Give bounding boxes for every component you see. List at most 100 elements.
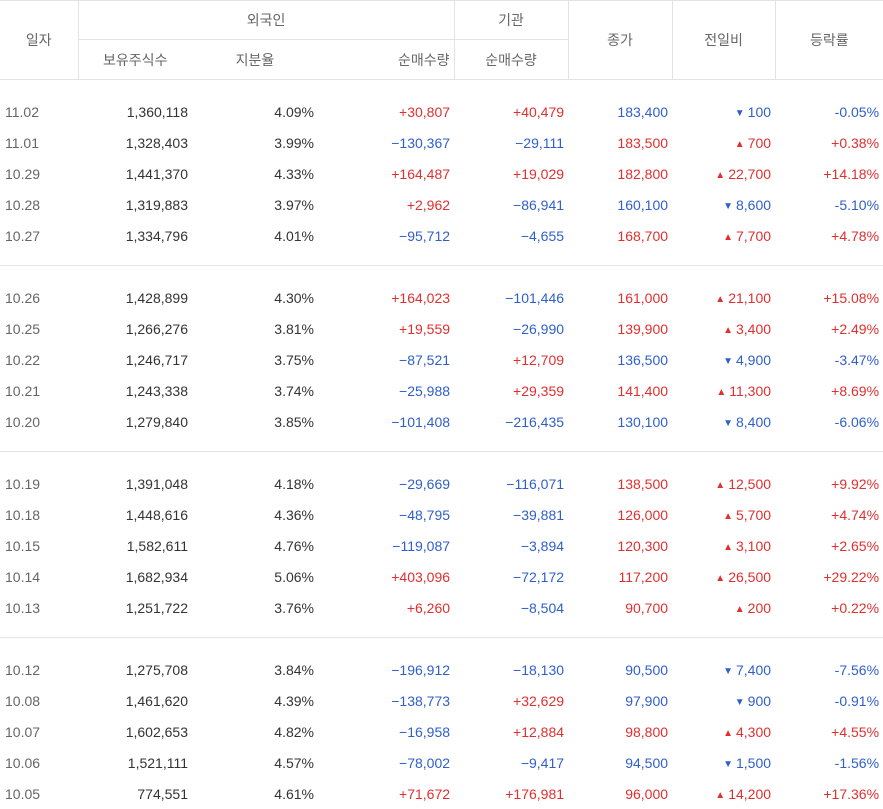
triangle-up-icon: ▲	[723, 511, 733, 522]
cell-rate: -3.47%	[775, 344, 883, 375]
cell-change: ▼7,400	[672, 654, 775, 685]
cell-change-value: 11,300	[729, 383, 771, 399]
cell-date: 10.18	[0, 499, 78, 530]
triangle-down-icon: ▼	[723, 759, 733, 770]
cell-rate: +2.49%	[775, 313, 883, 344]
triangle-up-icon: ▲	[723, 325, 733, 336]
cell-rate: -5.10%	[775, 189, 883, 220]
cell-holdings: 1,521,111	[78, 747, 192, 778]
cell-date: 10.12	[0, 654, 78, 685]
cell-foreign-net: −78,002	[318, 747, 454, 778]
cell-date: 10.27	[0, 220, 78, 251]
cell-holdings: 1,582,611	[78, 530, 192, 561]
triangle-up-icon: ▲	[735, 139, 745, 150]
header-institution-net: 순매수량	[454, 40, 568, 80]
cell-holdings: 1,328,403	[78, 127, 192, 158]
cell-holdings: 1,391,048	[78, 468, 192, 499]
cell-change: ▲3,100	[672, 530, 775, 561]
cell-close: 136,500	[568, 344, 672, 375]
cell-change-value: 1,500	[736, 755, 771, 771]
cell-change-value: 21,100	[728, 290, 771, 306]
triangle-up-icon: ▲	[716, 387, 726, 398]
cell-foreign-net: +2,962	[318, 189, 454, 220]
cell-close: 160,100	[568, 189, 672, 220]
cell-institution-net: −101,446	[454, 282, 568, 313]
header-rate: 등락률	[775, 1, 883, 80]
cell-close: 183,500	[568, 127, 672, 158]
cell-rate: -1.56%	[775, 747, 883, 778]
cell-holdings: 1,428,899	[78, 282, 192, 313]
triangle-down-icon: ▼	[723, 666, 733, 677]
header-share: 지분율	[192, 40, 318, 80]
cell-institution-net: −216,435	[454, 406, 568, 437]
group-divider	[0, 251, 883, 266]
cell-foreign-net: +6,260	[318, 592, 454, 623]
cell-rate: +29.22%	[775, 561, 883, 592]
header-change: 전일비	[672, 1, 775, 80]
cell-foreign-net: −95,712	[318, 220, 454, 251]
cell-foreign-net: +19,559	[318, 313, 454, 344]
cell-holdings: 1,279,840	[78, 406, 192, 437]
cell-institution-net: −72,172	[454, 561, 568, 592]
group-divider	[0, 623, 883, 638]
cell-change: ▼900	[672, 685, 775, 716]
cell-institution-net: −116,071	[454, 468, 568, 499]
cell-holdings: 1,251,722	[78, 592, 192, 623]
triangle-down-icon: ▼	[735, 697, 745, 708]
cell-share: 3.85%	[192, 406, 318, 437]
cell-share: 4.09%	[192, 96, 318, 127]
cell-change: ▲700	[672, 127, 775, 158]
cell-change: ▲26,500	[672, 561, 775, 592]
cell-date: 10.26	[0, 282, 78, 313]
triangle-down-icon: ▼	[723, 418, 733, 429]
cell-change: ▲22,700	[672, 158, 775, 189]
cell-share: 3.74%	[192, 375, 318, 406]
cell-close: 98,800	[568, 716, 672, 747]
cell-change: ▼8,600	[672, 189, 775, 220]
cell-share: 4.39%	[192, 685, 318, 716]
cell-date: 10.28	[0, 189, 78, 220]
cell-change: ▲7,700	[672, 220, 775, 251]
cell-holdings: 1,243,338	[78, 375, 192, 406]
cell-change-value: 26,500	[728, 569, 771, 585]
cell-date: 10.22	[0, 344, 78, 375]
cell-foreign-net: −16,958	[318, 716, 454, 747]
cell-institution-net: +29,359	[454, 375, 568, 406]
cell-institution-net: −18,130	[454, 654, 568, 685]
cell-date: 10.06	[0, 747, 78, 778]
cell-close: 139,900	[568, 313, 672, 344]
cell-institution-net: −8,504	[454, 592, 568, 623]
cell-change-value: 8,400	[736, 414, 771, 430]
cell-change-value: 7,400	[736, 662, 771, 678]
cell-change-value: 3,400	[736, 321, 771, 337]
triangle-up-icon: ▲	[723, 232, 733, 243]
cell-rate: +4.78%	[775, 220, 883, 251]
group-spacer	[0, 452, 883, 469]
triangle-up-icon: ▲	[715, 790, 725, 801]
cell-date: 10.21	[0, 375, 78, 406]
cell-change: ▲21,100	[672, 282, 775, 313]
cell-share: 3.84%	[192, 654, 318, 685]
cell-share: 4.76%	[192, 530, 318, 561]
cell-institution-net: +12,709	[454, 344, 568, 375]
cell-date: 10.15	[0, 530, 78, 561]
triangle-up-icon: ▲	[715, 480, 725, 491]
cell-date: 10.07	[0, 716, 78, 747]
cell-close: 161,000	[568, 282, 672, 313]
cell-date: 10.14	[0, 561, 78, 592]
cell-change-value: 700	[748, 135, 771, 151]
table-header: 일자 외국인 기관 종가 전일비 등락률 보유주식수 지분율 순매수량 순매수량	[0, 1, 883, 80]
cell-share: 4.36%	[192, 499, 318, 530]
cell-close: 183,400	[568, 96, 672, 127]
